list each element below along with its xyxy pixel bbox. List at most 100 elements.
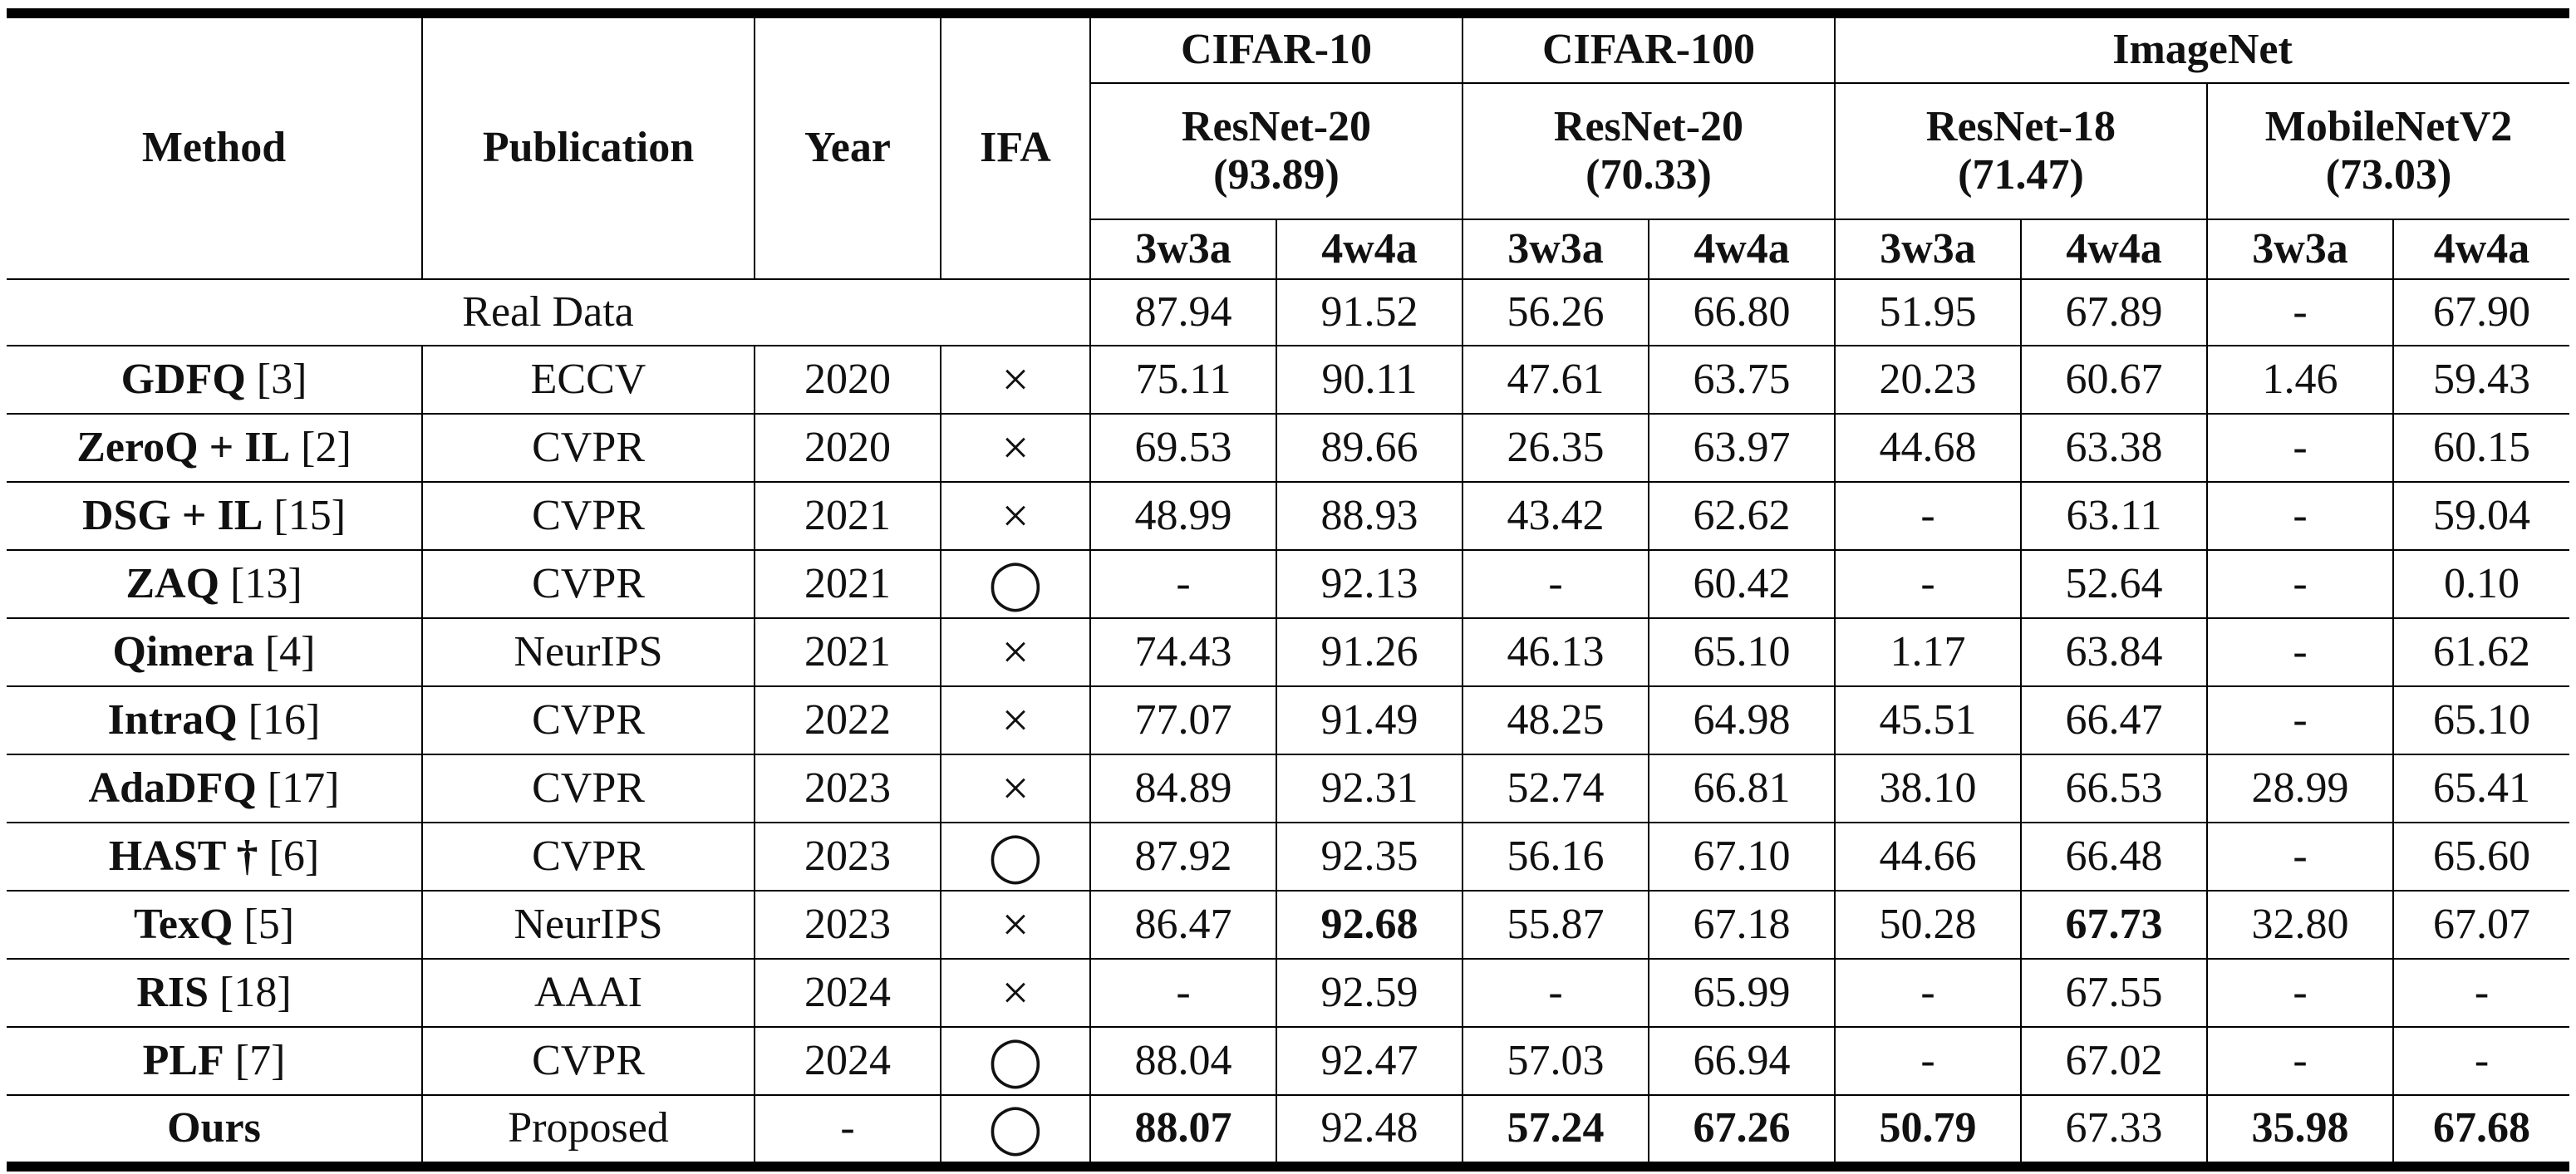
method-cell: ZeroQ + IL [2] (7, 413, 423, 483)
accuracy-cell: - (1834, 481, 2022, 551)
accuracy-cell: 20.23 (1834, 345, 2022, 415)
method-cell: Ours (7, 1094, 423, 1167)
accuracy-cell: 67.26 (1648, 1094, 1836, 1167)
publication-cell: AAAI (421, 958, 755, 1028)
accuracy-cell: 64.98 (1648, 685, 1836, 755)
accuracy-cell: - (2206, 278, 2394, 346)
accuracy-cell: 92.48 (1276, 1094, 1463, 1167)
accuracy-cell: 57.24 (1462, 1094, 1649, 1167)
accuracy-cell: 88.93 (1276, 481, 1463, 551)
accuracy-cell: 67.90 (2392, 278, 2570, 346)
header-row-bitwidths: 3w3a 4w4a 3w3a 4w4a 3w3a 4w4a 3w3a 4w4a (7, 219, 2570, 280)
accuracy-cell: 60.15 (2392, 413, 2570, 483)
accuracy-cell: 92.31 (1276, 754, 1463, 823)
model-fp-accuracy: (73.03) (2325, 151, 2452, 199)
real-data-label: Real Data (7, 278, 1091, 346)
ifa-cell: × (940, 481, 1091, 551)
bitwidth-header: 3w3a (2206, 219, 2394, 280)
accuracy-cell: 69.53 (1089, 413, 1277, 483)
method-reference: [6] (258, 832, 320, 880)
method-name: TexQ (133, 900, 234, 948)
publication-cell: Proposed (421, 1094, 755, 1167)
publication-header: Publication (421, 12, 755, 280)
accuracy-cell: 0.10 (2392, 549, 2570, 619)
model-header: ResNet-18 (71.47) (1834, 82, 2208, 220)
accuracy-cell: - (1834, 549, 2022, 619)
accuracy-cell: 67.07 (2392, 890, 2570, 960)
publication-cell: CVPR (421, 413, 755, 483)
bitwidth-header: 4w4a (2392, 219, 2570, 280)
accuracy-cell: - (2206, 481, 2394, 551)
accuracy-cell: 26.35 (1462, 413, 1649, 483)
accuracy-cell: - (2206, 685, 2394, 755)
accuracy-cell: 57.03 (1462, 1026, 1649, 1096)
accuracy-cell: 92.47 (1276, 1026, 1463, 1096)
model-fp-accuracy: (93.89) (1213, 151, 1340, 199)
year-cell: 2024 (754, 1026, 941, 1096)
accuracy-cell: 66.81 (1648, 754, 1836, 823)
accuracy-cell: 65.99 (1648, 958, 1836, 1028)
accuracy-cell: 88.07 (1089, 1094, 1277, 1167)
accuracy-cell: - (1462, 549, 1649, 619)
ours-row: Ours Proposed - ◯ 88.07 92.48 57.24 67.26 50.79 6… (7, 1094, 2570, 1167)
accuracy-cell: 1.46 (2206, 345, 2394, 415)
accuracy-cell: 48.99 (1089, 481, 1277, 551)
accuracy-cell: 74.43 (1089, 617, 1277, 687)
accuracy-cell: - (2392, 1026, 2570, 1096)
ifa-cell: ◯ (940, 1094, 1091, 1167)
accuracy-cell: - (1089, 958, 1277, 1028)
method-reference: [7] (224, 1036, 286, 1084)
ifa-cell: × (940, 685, 1091, 755)
publication-cell: CVPR (421, 822, 755, 892)
accuracy-cell: 44.68 (1834, 413, 2022, 483)
accuracy-cell: - (2206, 822, 2394, 892)
publication-cell: CVPR (421, 1026, 755, 1096)
accuracy-cell: 55.87 (1462, 890, 1649, 960)
method-name: HAST † (108, 832, 258, 880)
method-reference: [16] (237, 695, 321, 744)
accuracy-cell: 32.80 (2206, 890, 2394, 960)
accuracy-cell: 89.66 (1276, 413, 1463, 483)
accuracy-cell: 67.89 (2020, 278, 2208, 346)
year-cell: - (754, 1094, 941, 1167)
accuracy-cell: 91.49 (1276, 685, 1463, 755)
ifa-cell: × (940, 754, 1091, 823)
method-row: ZAQ [13] CVPR 2021 ◯ -92.13-60.42-52.64-0.10 (7, 549, 2570, 619)
year-cell: 2024 (754, 958, 941, 1028)
model-header: ResNet-20 (70.33) (1462, 82, 1836, 220)
publication-cell: NeurIPS (421, 617, 755, 687)
accuracy-cell: 90.11 (1276, 345, 1463, 415)
accuracy-cell: 50.28 (1834, 890, 2022, 960)
method-name: GDFQ (120, 355, 246, 403)
accuracy-cell: 61.62 (2392, 617, 2570, 687)
method-name: IntraQ (107, 695, 238, 744)
accuracy-cell: 92.68 (1276, 890, 1463, 960)
method-name: Qimera (112, 627, 254, 675)
accuracy-cell: 63.84 (2020, 617, 2208, 687)
accuracy-cell: 66.48 (2020, 822, 2208, 892)
method-name: ZAQ (125, 559, 220, 607)
accuracy-cell: - (1834, 1026, 2022, 1096)
year-cell: 2020 (754, 413, 941, 483)
accuracy-cell: 86.47 (1089, 890, 1277, 960)
accuracy-cell: 66.80 (1648, 278, 1836, 346)
method-cell: ZAQ [13] (7, 549, 423, 619)
dataset-header-cifar10: CIFAR-10 (1089, 12, 1463, 84)
bitwidth-header: 3w3a (1462, 219, 1649, 280)
ifa-cell: ◯ (940, 1026, 1091, 1096)
model-name: MobileNetV2 (2264, 102, 2513, 150)
accuracy-cell: 52.74 (1462, 754, 1649, 823)
accuracy-cell: 56.16 (1462, 822, 1649, 892)
accuracy-cell: - (2206, 549, 2394, 619)
accuracy-cell: 43.42 (1462, 481, 1649, 551)
ifa-cell: × (940, 617, 1091, 687)
accuracy-cell: 67.02 (2020, 1026, 2208, 1096)
method-cell: RIS [18] (7, 958, 423, 1028)
accuracy-cell: 88.04 (1089, 1026, 1277, 1096)
accuracy-cell: 65.10 (2392, 685, 2570, 755)
method-row: DSG + IL [15] CVPR 2021 × 48.99 88.93 43.42 62.… (7, 481, 2570, 551)
accuracy-cell: 52.64 (2020, 549, 2208, 619)
method-name: AdaDFQ (88, 764, 257, 812)
accuracy-cell: 48.25 (1462, 685, 1649, 755)
method-row: IntraQ [16] CVPR 2022 × 77.07 91.49 48.25 64.98… (7, 685, 2570, 755)
